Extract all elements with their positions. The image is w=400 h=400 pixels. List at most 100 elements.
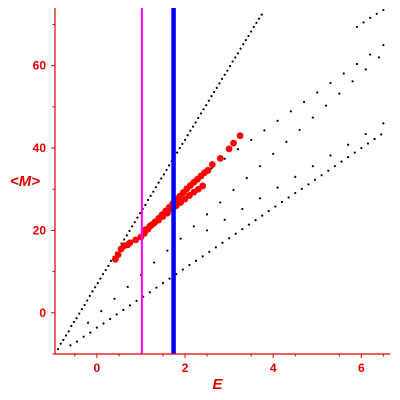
black-point bbox=[197, 116, 200, 120]
vertical-lines bbox=[140, 8, 176, 354]
y-tick-label: 20 bbox=[33, 223, 47, 237]
black-point bbox=[125, 234, 128, 237]
black-point bbox=[191, 125, 195, 128]
black-point bbox=[75, 317, 78, 320]
black-point bbox=[355, 25, 359, 29]
black-point bbox=[205, 229, 209, 232]
black-point bbox=[178, 146, 181, 150]
black-point bbox=[179, 237, 182, 240]
black-point bbox=[215, 86, 218, 90]
black-point bbox=[165, 168, 168, 171]
red-point bbox=[230, 139, 237, 147]
black-point bbox=[382, 8, 385, 12]
red-point bbox=[236, 132, 244, 140]
black-point bbox=[360, 146, 363, 150]
black-point bbox=[83, 303, 86, 307]
black-point bbox=[113, 297, 116, 300]
black-point bbox=[258, 165, 262, 168]
black-point bbox=[72, 320, 76, 323]
red-point bbox=[199, 182, 207, 190]
black-point bbox=[194, 259, 198, 263]
black-point bbox=[223, 157, 226, 160]
y-tick-label: 60 bbox=[33, 59, 47, 73]
black-point bbox=[168, 164, 171, 167]
black-point bbox=[234, 56, 237, 59]
black-point bbox=[369, 53, 372, 56]
black-point bbox=[226, 69, 229, 72]
black-point bbox=[369, 16, 372, 19]
black-point bbox=[95, 326, 98, 329]
black-point bbox=[239, 47, 242, 50]
black-point bbox=[342, 72, 345, 75]
black-point bbox=[382, 43, 385, 47]
black-point bbox=[267, 209, 270, 213]
black-point bbox=[192, 225, 195, 228]
black-point bbox=[228, 237, 231, 240]
black-point bbox=[194, 121, 197, 124]
black-point bbox=[272, 152, 275, 155]
black-point bbox=[260, 13, 263, 16]
black-point bbox=[59, 342, 62, 345]
black-point bbox=[69, 344, 72, 347]
black-point bbox=[205, 213, 209, 216]
black-point bbox=[160, 177, 163, 180]
black-point bbox=[364, 68, 367, 71]
x-axis-label: E bbox=[212, 376, 223, 393]
black-point bbox=[351, 80, 354, 83]
black-point bbox=[276, 186, 279, 189]
red-series bbox=[111, 132, 244, 263]
black-point bbox=[375, 12, 378, 15]
red-point bbox=[204, 166, 212, 174]
black-point bbox=[208, 250, 211, 253]
black-point bbox=[252, 25, 255, 29]
black-point bbox=[247, 34, 250, 38]
black-point bbox=[138, 212, 142, 215]
black-point bbox=[347, 156, 350, 159]
black-point bbox=[236, 148, 240, 151]
x-tick-label: 0 bbox=[94, 361, 101, 375]
black-point bbox=[56, 347, 60, 351]
black-point bbox=[62, 338, 65, 342]
red-point bbox=[216, 154, 224, 162]
black-point bbox=[181, 268, 184, 271]
black-point bbox=[75, 340, 79, 343]
y-tick-label: 40 bbox=[33, 141, 47, 155]
black-point bbox=[242, 43, 245, 46]
black-point bbox=[175, 151, 179, 154]
y-axis-label: <M> bbox=[10, 173, 40, 190]
black-point bbox=[152, 190, 155, 193]
black-point bbox=[320, 174, 323, 177]
black-point bbox=[294, 175, 297, 178]
black-point bbox=[380, 133, 383, 136]
black-point bbox=[244, 39, 247, 42]
y-tick-label: 0 bbox=[39, 306, 46, 320]
black-point bbox=[276, 119, 279, 122]
black-point bbox=[241, 207, 244, 211]
black-point bbox=[146, 198, 150, 202]
red-point bbox=[225, 145, 233, 153]
black-point bbox=[122, 308, 125, 312]
black-point bbox=[126, 285, 129, 288]
black-point bbox=[99, 277, 102, 280]
black-point bbox=[300, 187, 303, 190]
x-tick-label: 6 bbox=[358, 361, 365, 375]
black-point bbox=[115, 313, 118, 316]
black-point bbox=[329, 154, 332, 157]
black-point bbox=[366, 142, 370, 145]
black-point bbox=[128, 304, 132, 307]
black-point bbox=[362, 21, 365, 24]
black-point bbox=[261, 214, 264, 217]
black-point bbox=[186, 134, 189, 137]
black-point bbox=[149, 194, 152, 197]
black-point bbox=[287, 196, 290, 199]
black-point bbox=[123, 238, 126, 241]
black-point bbox=[263, 129, 266, 132]
black-point bbox=[324, 104, 328, 107]
black-point bbox=[70, 324, 73, 328]
black-point bbox=[221, 241, 224, 244]
black-point bbox=[202, 108, 205, 111]
black-point bbox=[247, 223, 251, 226]
black-point bbox=[109, 259, 113, 263]
black-point bbox=[82, 335, 85, 338]
